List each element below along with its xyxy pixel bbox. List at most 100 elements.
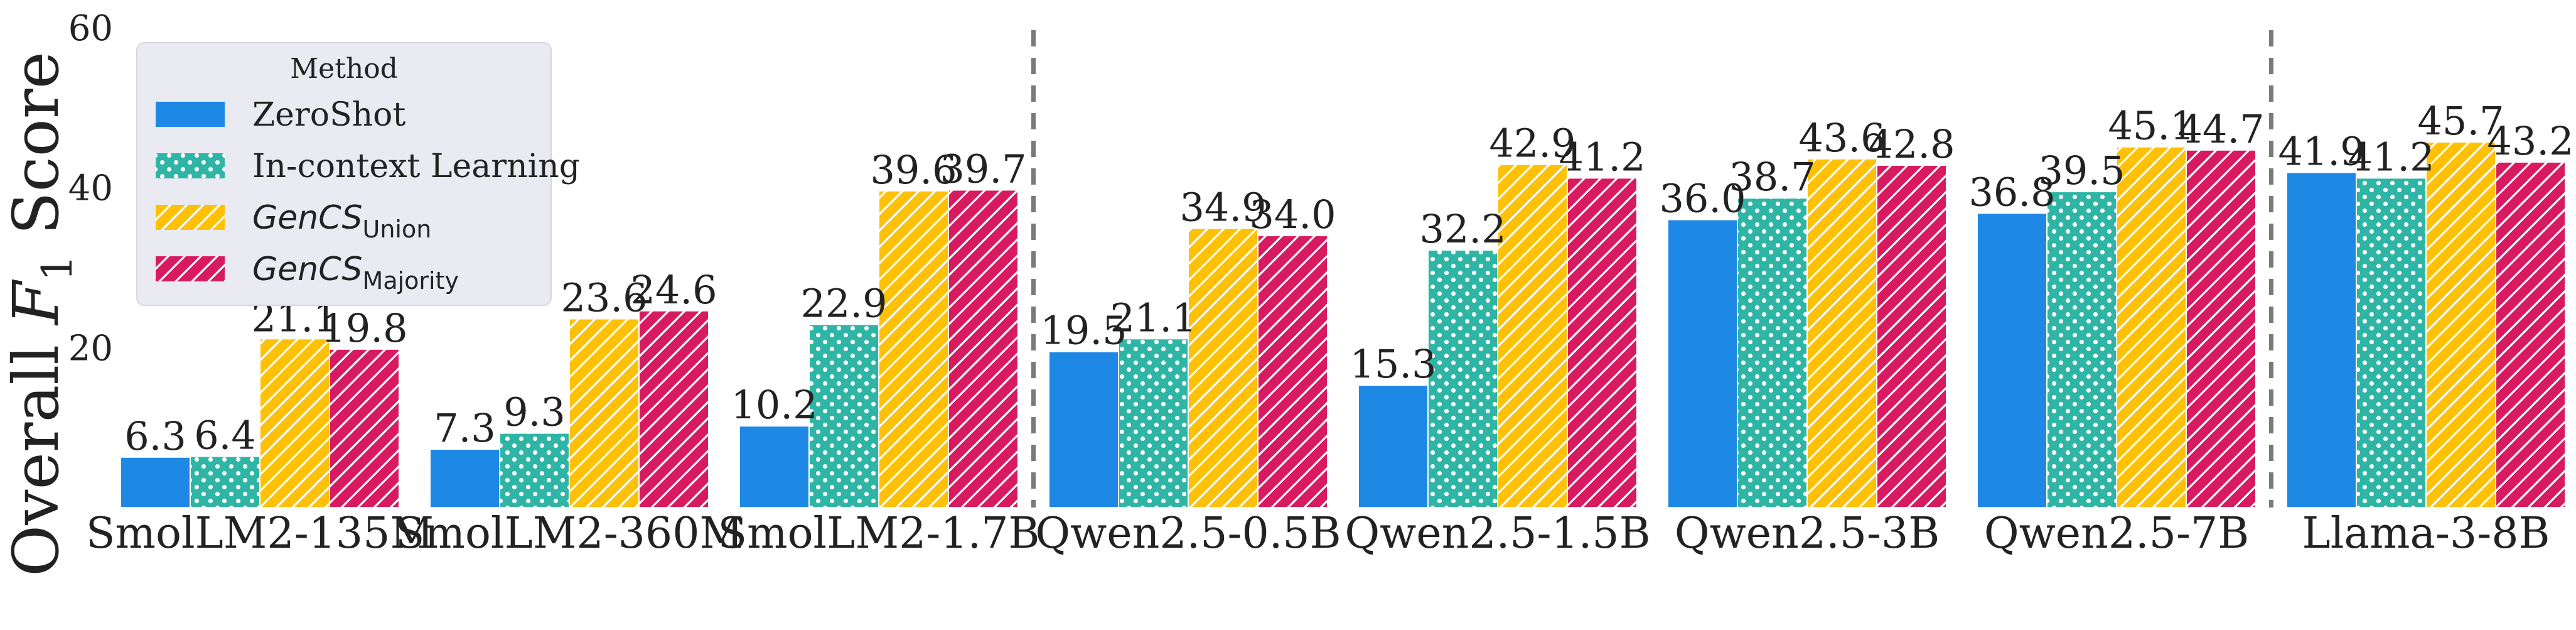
legend-swatch-pattern [156,205,225,230]
bar-fill [739,425,810,508]
value-label: 45.1 [2108,103,2194,149]
value-label: 32.2 [1419,206,1506,252]
y-axis: Overall F1 Score 20 40 60 [0,8,113,577]
bar-gencs-majority-smollm2-360m [638,310,709,508]
bar-pattern [1258,236,1328,508]
bar-gencs-union-smollm2-360m [569,318,640,508]
bar-zeroshot-qwen2-5-3b [1667,219,1738,508]
value-label: 36.0 [1659,176,1746,222]
bar-zeroshot-smollm2-360m [429,448,500,509]
bar-pattern [2496,161,2565,508]
bar-fill [1977,212,2047,508]
legend-item: In-context Learning [156,148,580,185]
value-label: 19.5 [1040,308,1127,354]
legend-swatch [156,102,225,127]
bar-in-context-learning-smollm2-1-7b [808,323,879,508]
bar-pattern [809,324,879,508]
bar-in-context-learning-smollm2-360m [499,432,570,509]
bar-in-context-learning-qwen2-5-1-5b [1427,249,1498,508]
x-tick-label: SmolLM2-360M [395,509,743,558]
bar-pattern [1188,228,1258,508]
bar-zeroshot-smollm2-135m [120,456,191,509]
bar-pattern [1877,165,1946,508]
bar-zeroshot-qwen2-5-0-5b [1048,350,1119,509]
legend-title: Method [290,53,398,85]
value-label: 38.7 [1729,154,1815,200]
bar-pattern [879,190,948,508]
x-tick-label: Llama-3-8B [2302,509,2550,558]
bar-zeroshot-qwen2-5-1-5b [1358,384,1429,508]
bar-pattern [2356,178,2426,508]
bar-in-context-learning-qwen2-5-7b [2046,191,2117,508]
bar-gencs-union-smollm2-135m [259,338,330,508]
legend-label: GenCSMajority [252,251,459,295]
value-label: 44.7 [2177,106,2264,152]
bar-pattern [1119,339,1188,508]
legend-items: ZeroShot In-context Learning GenCSUnion Gen… [156,96,580,295]
y-tick-label: 60 [68,8,113,49]
bar-gencs-union-qwen2-5-3b [1806,158,1877,508]
value-label: 6.3 [124,413,186,459]
value-label: 7.3 [434,405,496,451]
bar-pattern [948,190,1018,508]
value-label: 19.8 [321,305,407,351]
value-label: 24.6 [630,267,717,313]
bar-pattern [2426,142,2496,508]
bar-gencs-majority-qwen2-5-0-5b [1257,235,1328,508]
bar-pattern [1428,249,1498,508]
value-labels: 6.3 6.4 21.1 19.8 7.3 9.3 23.624.6 10.2 22.9 39.6… [124,98,2573,459]
bar-pattern [2117,146,2186,508]
legend-label: GenCSUnion [252,199,431,243]
bar-pattern [2186,149,2256,508]
x-tick-label: Qwen2.5-0.5B [1035,509,1341,558]
bar-fill [1358,384,1429,508]
bar-gencs-majority-qwen2-5-3b [1876,165,1947,509]
bar-zeroshot-smollm2-1-7b [739,425,810,508]
bar-pattern [569,318,639,508]
bar-zeroshot-qwen2-5-7b [1977,212,2047,508]
bar-fill [429,448,500,509]
bar-pattern [1498,164,1567,508]
bar-fill [120,456,191,509]
bar-fill [1667,219,1738,508]
bar-pattern [639,310,709,508]
y-tick-label: 40 [68,168,113,209]
value-label: 43.6 [1798,115,1885,161]
x-tick-label: SmolLM2-135M [86,509,434,558]
value-label: 42.9 [1489,121,1575,166]
value-label: 41.2 [2348,134,2434,180]
bar-pattern [500,433,569,508]
value-label: 6.4 [194,413,256,459]
value-label: 42.8 [1868,121,1955,167]
value-label: 41.9 [2278,128,2364,174]
value-label: 22.9 [800,280,887,326]
bar-gencs-majority-qwen2-5-1-5b [1567,177,1638,508]
x-tick-label: Qwen2.5-3B [1675,509,1940,558]
value-label: 15.3 [1350,341,1436,387]
bar-pattern [190,456,260,508]
bar-gencs-union-qwen2-5-7b [2116,146,2187,508]
bar-in-context-learning-smollm2-135m [190,455,260,508]
legend-item: GenCSMajority [156,251,459,295]
value-label: 21.1 [1110,295,1196,340]
x-ticks: SmolLM2-135MSmolLM2-360MSmolLM2-1.7BQwen… [86,509,2550,558]
bar-zeroshot-llama-3-8b [2286,171,2357,508]
bar-pattern [1807,158,1877,508]
y-axis-label: Overall F1 Score [0,52,82,577]
value-label: 9.3 [503,389,566,435]
x-tick-label: SmolLM2-1.7B [718,509,1040,558]
bar-gencs-majority-llama-3-8b [2495,161,2566,509]
value-label: 36.8 [1968,169,2055,215]
bar-gencs-union-smollm2-1-7b [878,190,949,508]
bar-fill [2286,171,2357,508]
legend-item: ZeroShot [156,96,405,134]
value-label: 39.5 [2038,148,2125,193]
bar-gencs-union-llama-3-8b [2425,141,2496,508]
legend-swatch-pattern [156,153,225,178]
bar-pattern [330,349,399,508]
value-label: 34.9 [1179,185,1266,231]
legend-item: GenCSUnion [156,199,431,243]
legend-swatch-pattern [156,256,225,281]
y-ticks: 20 40 60 [68,8,113,369]
